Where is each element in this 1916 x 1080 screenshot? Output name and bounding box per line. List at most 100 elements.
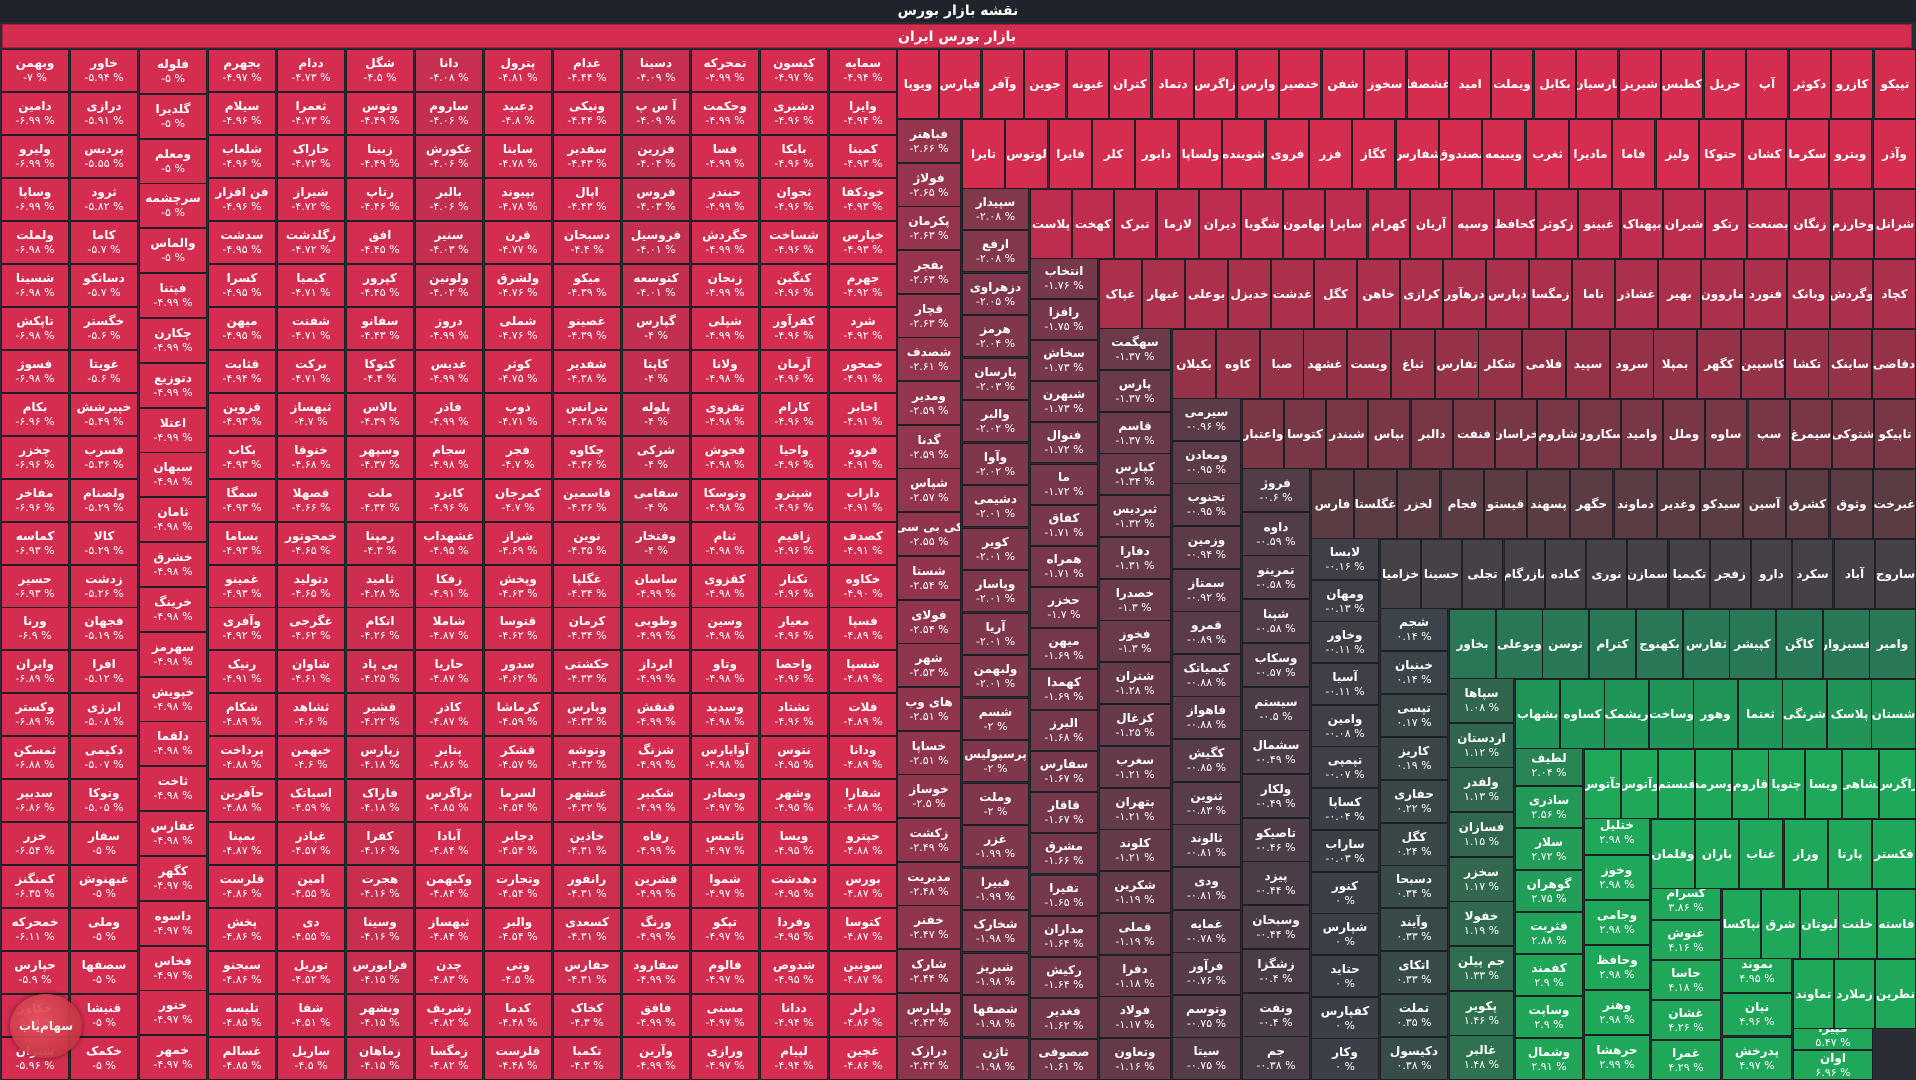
stock-tile[interactable]: کرمان -۴.۳۴ % [553, 607, 621, 650]
stock-tile[interactable]: تایرا [962, 119, 1005, 189]
stock-tile[interactable]: کایزد -۴.۹۶ % [415, 479, 483, 522]
stock-tile[interactable]: بکهنوج [1636, 609, 1683, 679]
stock-tile[interactable]: وسرمد [1695, 749, 1732, 819]
stock-tile[interactable]: شرنگی [1782, 679, 1827, 749]
stock-tile[interactable]: سکرد [1792, 539, 1833, 609]
stock-tile[interactable]: سمتاز -۰.۹۲ % [1172, 569, 1241, 612]
stock-tile[interactable]: کیمیاتک -۰.۸۸ % [1172, 654, 1241, 697]
stock-tile[interactable]: ودی -۰.۸۱ % [1172, 867, 1241, 910]
stock-tile[interactable]: قثربت ۲.۸۸ % [1515, 912, 1583, 954]
stock-tile[interactable]: کفاق -۱.۷۱ % [1030, 505, 1098, 546]
stock-tile[interactable]: فکستر [1872, 819, 1916, 889]
stock-tile[interactable]: ذوب -۴.۷۱ % [484, 393, 552, 436]
stock-tile[interactable]: وکبهمن -۴.۸۴ % [415, 865, 483, 908]
stock-tile[interactable]: اتکای ۰.۳۳ % [1380, 951, 1448, 994]
stock-tile[interactable]: غکورش -۴.۰۶ % [415, 135, 483, 178]
stock-tile[interactable]: وطوبی -۴.۹۹ % [622, 607, 690, 650]
stock-tile[interactable]: شستا -۲.۵۴ % [897, 556, 961, 600]
stock-tile[interactable]: حپترو -۴.۸۸ % [829, 822, 897, 865]
stock-tile[interactable]: فروسیل -۴.۰۱ % [622, 221, 690, 264]
stock-tile[interactable]: دسبحان -۴.۴ % [553, 221, 621, 264]
stock-tile[interactable]: خکاوه -۴.۹۰ % [829, 565, 897, 608]
stock-tile[interactable]: وخوز ۲.۹۸ % [1584, 855, 1650, 900]
stock-tile[interactable]: اخابر -۴.۹۱ % [829, 393, 897, 436]
stock-tile[interactable]: شکلر [1478, 329, 1522, 399]
stock-tile[interactable]: آرمان -۴.۹۶ % [760, 350, 828, 393]
stock-tile[interactable]: وتاو -۴.۹۸ % [691, 650, 759, 693]
stock-tile[interactable]: تشتاد -۴.۹۶ % [760, 693, 828, 736]
stock-tile[interactable]: میهن -۱.۶۹ % [1030, 628, 1098, 669]
stock-tile[interactable]: های وب -۲.۵۱ % [897, 687, 961, 731]
stock-tile[interactable]: غویتا -۵.۶ % [70, 350, 138, 393]
stock-tile[interactable]: خودکفا -۴.۹۳ % [829, 178, 897, 221]
stock-tile[interactable]: شکام -۴.۸۹ % [208, 693, 276, 736]
stock-tile[interactable]: وساپت ۲.۹ % [1515, 996, 1583, 1038]
stock-tile[interactable]: ثاژن -۱.۹۸ % [962, 1038, 1029, 1080]
stock-tile[interactable]: فخوز -۱.۳ % [1099, 620, 1171, 662]
stock-tile[interactable]: قیستو [1484, 469, 1527, 539]
stock-tile[interactable]: مشرق -۱.۶۶ % [1030, 833, 1098, 874]
stock-tile[interactable]: ددام -۴.۷۳ % [277, 49, 345, 92]
stock-tile[interactable]: ودانا -۴.۸۹ % [829, 736, 897, 779]
stock-tile[interactable]: زملارد [1834, 959, 1875, 1029]
stock-tile[interactable]: شرق [1761, 889, 1800, 959]
stock-tile[interactable]: فجر -۴.۷ % [484, 436, 552, 479]
stock-tile[interactable]: آسیا -۰.۱۱ % [1311, 663, 1379, 705]
stock-tile[interactable]: نپاکسا [1722, 889, 1761, 959]
stock-tile[interactable]: کپرور -۴.۴۵ % [346, 264, 414, 307]
stock-tile[interactable]: دفرا -۱.۱۸ % [1099, 955, 1171, 997]
stock-tile[interactable]: ویسا -۴.۹۵ % [760, 822, 828, 865]
stock-tile[interactable]: وآیند ۰.۳۳ % [1380, 908, 1448, 951]
stock-tile[interactable]: فولاژ -۲.۶۵ % [897, 163, 961, 207]
stock-tile[interactable]: وارس [1237, 49, 1279, 119]
stock-tile[interactable]: خفولا ۱.۱۹ % [1449, 901, 1514, 946]
stock-tile[interactable]: بپیوند -۴.۷۸ % [484, 178, 552, 221]
stock-tile[interactable]: وآذر [1873, 119, 1916, 189]
stock-tile[interactable]: شزنگ -۴.۹۹ % [622, 736, 690, 779]
stock-tile[interactable]: فلات -۴.۸۹ % [829, 693, 897, 736]
stock-tile[interactable]: وجامی ۲.۹۸ % [1584, 900, 1650, 945]
stock-tile[interactable]: خراسان [1495, 399, 1537, 469]
stock-tile[interactable]: اردستان ۱.۱۲ % [1449, 723, 1514, 768]
stock-tile[interactable]: خبنیان ۰.۱۴ % [1380, 651, 1448, 694]
stock-tile[interactable]: چکاوه -۴.۳۶ % [553, 436, 621, 479]
stock-tile[interactable]: ولکار -۰.۴۹ % [1242, 774, 1310, 818]
stock-tile[interactable]: تملت ۰.۳۵ % [1380, 994, 1448, 1037]
stock-tile[interactable]: سمازن [1627, 539, 1668, 609]
stock-tile[interactable]: بازرگام [1504, 539, 1545, 609]
stock-tile[interactable]: شپترو -۴.۹۶ % [760, 479, 828, 522]
stock-tile[interactable]: ونیکی -۴.۴۴ % [553, 92, 621, 135]
stock-tile[interactable]: ثشاهد -۴.۶ % [277, 693, 345, 736]
stock-tile[interactable]: فاما [1612, 119, 1655, 189]
stock-tile[interactable]: تفارس [1435, 329, 1479, 399]
stock-tile[interactable]: ورنا -۶.۹ % [1, 607, 69, 650]
stock-tile[interactable]: ولونین -۴.۰۲ % [415, 264, 483, 307]
stock-tile[interactable]: شخارک -۱.۹۸ % [962, 910, 1029, 952]
stock-tile[interactable]: آریان [1410, 189, 1452, 259]
stock-tile[interactable]: زنگان [1789, 189, 1831, 259]
stock-tile[interactable]: دشیری -۴.۹۶ % [760, 92, 828, 135]
stock-tile[interactable]: سلار ۲.۷۲ % [1515, 828, 1583, 870]
stock-tile[interactable]: شساخت -۴.۹۶ % [760, 221, 828, 264]
stock-tile[interactable]: خپارس -۴.۹۳ % [829, 221, 897, 264]
stock-tile[interactable]: تاپیکو [1874, 399, 1916, 469]
stock-tile[interactable]: سپید [1566, 329, 1610, 399]
stock-tile[interactable]: غشهداب -۴.۹۵ % [415, 522, 483, 565]
stock-tile[interactable]: کاگن [1776, 609, 1823, 679]
stock-tile[interactable]: فایرا [1049, 119, 1092, 189]
stock-tile[interactable]: بخاور [1449, 609, 1496, 679]
stock-tile[interactable]: سمگا -۴.۹۳ % [208, 479, 276, 522]
stock-tile[interactable]: نوین -۴.۳۵ % [553, 522, 621, 565]
stock-tile[interactable]: سیستم -۰.۵ % [1242, 687, 1310, 731]
stock-tile[interactable]: وایران -۶.۸۹ % [1, 650, 69, 693]
stock-tile[interactable]: شپنا -۰.۵۸ % [1242, 599, 1310, 643]
stock-tile[interactable]: بترانس -۴.۳۸ % [553, 393, 621, 436]
stock-tile[interactable]: کترام [1589, 609, 1636, 679]
stock-tile[interactable]: ورنگ -۴.۹۹ % [622, 908, 690, 951]
stock-tile[interactable]: وقلمان [1651, 819, 1695, 889]
stock-tile[interactable]: خنوقا -۴.۶۸ % [277, 436, 345, 479]
stock-tile[interactable]: قاروم [1732, 749, 1769, 819]
stock-tile[interactable]: خمحرکه -۶.۱۱ % [1, 908, 69, 951]
stock-tile[interactable]: وملی -۵ % [70, 908, 138, 951]
stock-tile[interactable]: حبندر -۴.۹۹ % [691, 178, 759, 221]
